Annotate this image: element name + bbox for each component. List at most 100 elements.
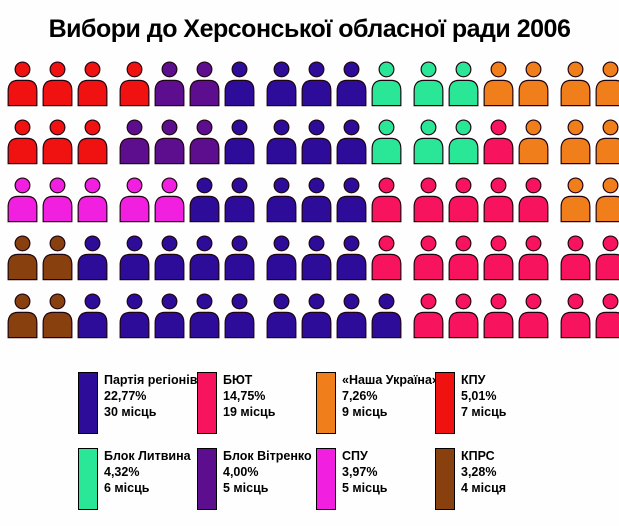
- seat-person-icon: [300, 234, 333, 281]
- seat-person-icon: [188, 176, 221, 223]
- party-name: Блок Вітренко: [223, 449, 312, 463]
- party-name: БЮТ: [223, 373, 253, 387]
- party-name: КПУ: [461, 373, 486, 387]
- seat-person-icon: [412, 60, 445, 107]
- seat-person-icon: [482, 234, 515, 281]
- seat-person-icon: [118, 176, 151, 223]
- seat-row: [6, 234, 619, 281]
- party-percent: 4,00%: [223, 465, 259, 479]
- seat-person-icon: [559, 176, 592, 223]
- legend: Партія регіонів 22,77% 30 місць БЮТ 14,75% 19…: [0, 372, 619, 524]
- seat-person-icon: [412, 292, 445, 339]
- seat-row: [6, 60, 619, 107]
- seat-person-icon: [6, 176, 39, 223]
- party-percent: 22,77%: [104, 389, 147, 403]
- seat-person-icon: [300, 176, 333, 223]
- seat-person-icon: [118, 60, 151, 107]
- seat-person-icon: [412, 118, 445, 165]
- seat-person-icon: [335, 118, 368, 165]
- seat-person-icon: [6, 118, 39, 165]
- seat-row: [6, 176, 619, 223]
- seat-person-icon: [559, 118, 592, 165]
- seat-person-icon: [335, 60, 368, 107]
- seat-person-icon: [447, 60, 480, 107]
- seat-person-icon: [118, 118, 151, 165]
- legend-item-orange: «Наша Україна» 7,26% 9 місць: [316, 372, 439, 434]
- legend-label: КПРС 3,28% 4 місця: [461, 448, 506, 496]
- legend-label: Партія регіонів 22,77% 30 місць: [104, 372, 197, 420]
- seat-person-icon: [594, 292, 619, 339]
- seat-row: [6, 292, 619, 339]
- seat-person-icon: [559, 234, 592, 281]
- legend-label: Блок Вітренко 4,00% 5 місць: [223, 448, 312, 496]
- party-name: «Наша Україна»: [342, 373, 439, 387]
- legend-item-green: Блок Литвина 4,32% 6 місць: [78, 448, 197, 510]
- seat-person-icon: [447, 234, 480, 281]
- party-name: Блок Литвина: [104, 449, 191, 463]
- party-seats: 19 місць: [223, 405, 276, 419]
- election-pictograph-chart: Вибори до Херсонської обласної ради 2006…: [0, 14, 619, 526]
- seat-person-icon: [153, 60, 186, 107]
- legend-swatch-icon: [316, 448, 336, 510]
- seat-person-icon: [335, 234, 368, 281]
- seat-person-icon: [412, 234, 445, 281]
- seat-person-icon: [594, 176, 619, 223]
- party-seats: 9 місць: [342, 405, 388, 419]
- seat-person-icon: [76, 234, 109, 281]
- seat-person-icon: [594, 60, 619, 107]
- seat-person-icon: [447, 118, 480, 165]
- legend-item-crimson: БЮТ 14,75% 19 місць: [197, 372, 316, 434]
- party-seats: 5 місць: [342, 481, 388, 495]
- seat-person-icon: [153, 118, 186, 165]
- seat-person-icon: [6, 292, 39, 339]
- party-percent: 3,97%: [342, 465, 378, 479]
- seat-person-icon: [118, 292, 151, 339]
- seat-person-icon: [482, 118, 515, 165]
- seat-person-icon: [265, 234, 298, 281]
- seat-person-icon: [594, 234, 619, 281]
- seat-person-icon: [300, 292, 333, 339]
- legend-swatch-icon: [78, 372, 98, 434]
- legend-item-brown: КПРС 3,28% 4 місця: [435, 448, 554, 510]
- party-percent: 4,32%: [104, 465, 140, 479]
- seat-person-icon: [265, 292, 298, 339]
- party-name: СПУ: [342, 449, 368, 463]
- party-seats: 30 місць: [104, 405, 157, 419]
- seat-grid: [0, 60, 619, 339]
- seat-person-icon: [188, 60, 221, 107]
- seat-person-icon: [370, 118, 403, 165]
- legend-item-navy: Партія регіонів 22,77% 30 місць: [78, 372, 197, 434]
- seat-person-icon: [76, 60, 109, 107]
- party-seats: 6 місць: [104, 481, 150, 495]
- party-name: Партія регіонів: [104, 373, 198, 387]
- seat-person-icon: [482, 176, 515, 223]
- legend-item-purple: Блок Вітренко 4,00% 5 місць: [197, 448, 316, 510]
- seat-person-icon: [41, 234, 74, 281]
- seat-person-icon: [517, 234, 550, 281]
- party-percent: 5,01%: [461, 389, 497, 403]
- seat-person-icon: [153, 234, 186, 281]
- seat-person-icon: [76, 292, 109, 339]
- party-seats: 4 місця: [461, 481, 507, 495]
- legend-row: Блок Литвина 4,32% 6 місць Блок Вітренко 4,0…: [0, 448, 619, 510]
- seat-person-icon: [265, 118, 298, 165]
- seat-person-icon: [223, 176, 256, 223]
- seat-person-icon: [335, 292, 368, 339]
- seat-person-icon: [594, 118, 619, 165]
- seat-person-icon: [188, 234, 221, 281]
- seat-person-icon: [41, 60, 74, 107]
- legend-label: Блок Литвина 4,32% 6 місць: [104, 448, 191, 496]
- seat-person-icon: [482, 60, 515, 107]
- seat-person-icon: [370, 234, 403, 281]
- seat-person-icon: [447, 292, 480, 339]
- legend-label: «Наша Україна» 7,26% 9 місць: [342, 372, 439, 420]
- party-percent: 14,75%: [223, 389, 266, 403]
- seat-person-icon: [223, 118, 256, 165]
- party-percent: 7,26%: [342, 389, 378, 403]
- legend-swatch-icon: [316, 372, 336, 434]
- seat-person-icon: [188, 292, 221, 339]
- party-seats: 7 місць: [461, 405, 507, 419]
- legend-swatch-icon: [435, 372, 455, 434]
- legend-swatch-icon: [197, 372, 217, 434]
- seat-person-icon: [41, 176, 74, 223]
